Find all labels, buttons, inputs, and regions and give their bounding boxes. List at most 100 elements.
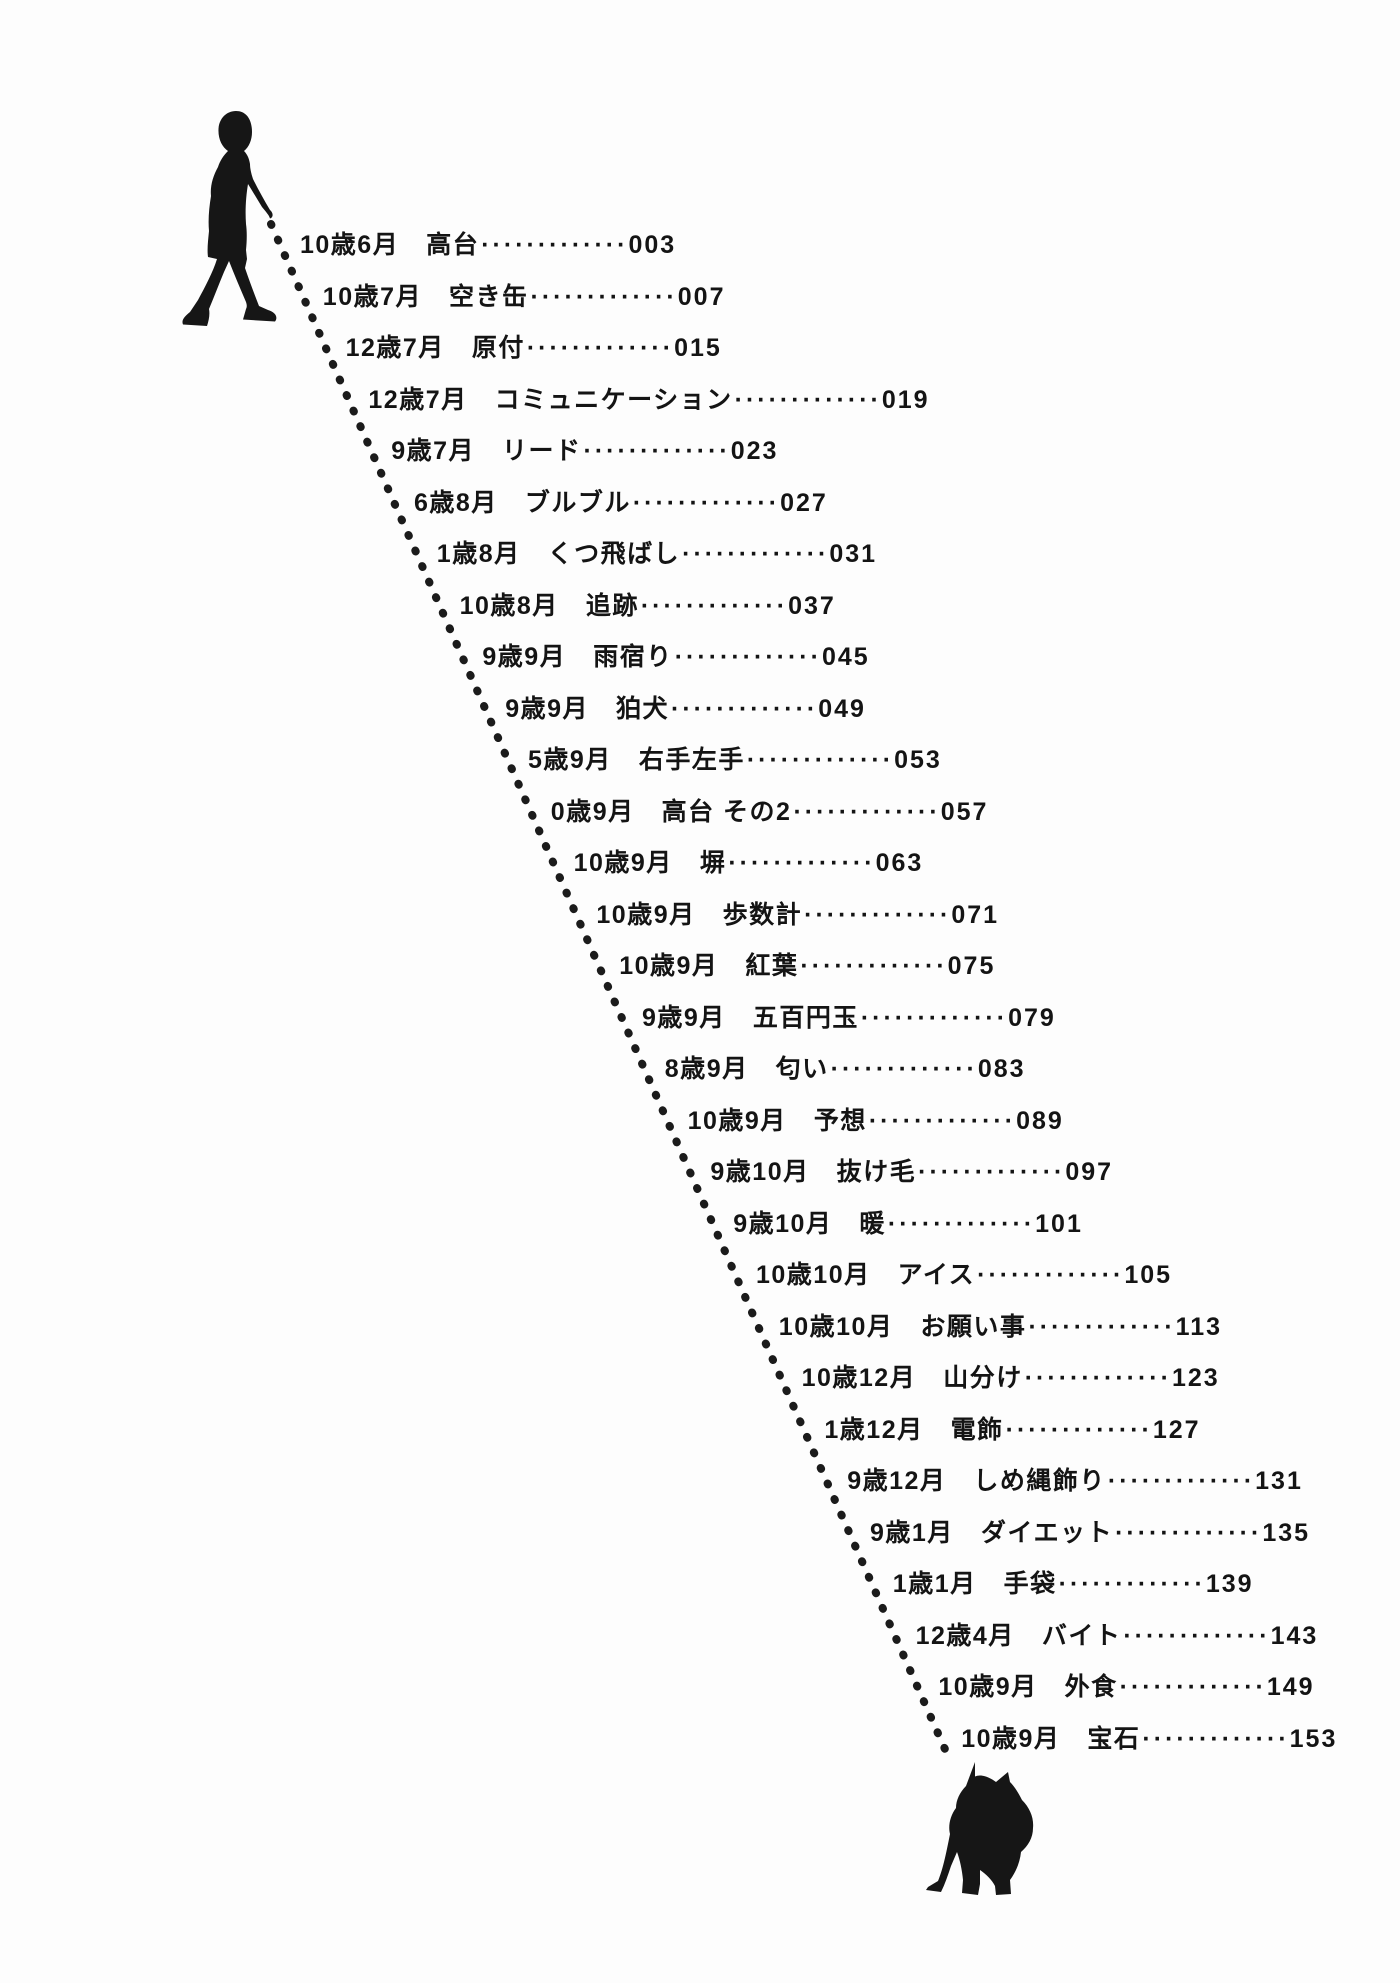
toc-entry-page-number: 015	[674, 334, 722, 362]
toc-entry: 0歳9月 高台 その2·············057	[551, 798, 989, 826]
toc-entry-dot-leader: ·············	[1058, 1570, 1206, 1598]
toc-entry-page-number: 131	[1255, 1467, 1303, 1495]
toc-entry-age: 10歳8月	[459, 591, 559, 620]
toc-entry: 9歳10月 暖·············101	[733, 1210, 1083, 1238]
toc-entry-title: 予想	[813, 1106, 867, 1135]
toc-entry-page-number: 153	[1289, 1724, 1338, 1753]
toc-entry-dot-leader: ·············	[1119, 1673, 1267, 1701]
toc-entry-page-number: 045	[821, 643, 870, 671]
toc-entry-page-number: 079	[1008, 1003, 1056, 1032]
toc-entry: 9歳1月 ダイエット·············135	[870, 1519, 1310, 1547]
toc-entry: 9歳7月 リード·············023	[391, 437, 778, 465]
toc-entry-age: 12歳7月	[368, 385, 468, 414]
toc-entry-page-number: 057	[940, 797, 989, 826]
toc-entry: 10歳10月 アイス·············105	[756, 1261, 1172, 1289]
toc-entry-dot-leader: ·············	[1123, 1621, 1271, 1650]
toc-entry-title: 電飾	[950, 1415, 1004, 1444]
toc-entry-title: ダイエット	[980, 1518, 1114, 1547]
toc-entry-age: 10歳9月	[596, 900, 696, 929]
toc-entry-dot-leader: ·············	[977, 1261, 1125, 1289]
toc-entry-page-number: 007	[677, 282, 726, 311]
toc-entry: 1歳8月 くつ飛ばし·············031	[437, 540, 877, 568]
toc-entry-dot-leader: ·············	[632, 488, 781, 517]
toc-entry-age: 10歳9月	[573, 849, 673, 877]
toc-entry-page-number: 097	[1065, 1158, 1114, 1186]
toc-entry-title: くつ飛ばし	[547, 540, 681, 568]
toc-entry-dot-leader: ·············	[728, 849, 876, 877]
toc-entry: 10歳6月 高台·············003	[300, 231, 676, 259]
toc-entry-age: 9歳12月	[847, 1467, 947, 1495]
toc-entry-title: 抜け毛	[836, 1158, 917, 1186]
toc-entry-age: 9歳10月	[710, 1158, 810, 1186]
toc-entry-dot-leader: ·············	[1024, 1364, 1172, 1392]
toc-entry-title: 右手左手	[638, 746, 745, 774]
toc-entry-title: お願い事	[920, 1312, 1027, 1341]
toc-entry-page-number: 003	[628, 231, 677, 259]
toc-entry-page-number: 075	[947, 952, 996, 980]
toc-entry-title: 雨宿り	[593, 643, 673, 671]
toc-entry-page-number: 063	[875, 849, 924, 877]
toc-entry-title: ブルブル	[524, 488, 631, 517]
toc-entry-page-number: 027	[780, 488, 828, 517]
toc-entry-title: リード	[502, 437, 582, 465]
toc-entry-dot-leader: ·············	[746, 746, 895, 774]
toc-entry-dot-leader: ·············	[800, 952, 948, 980]
toc-entry-title: 狛犬	[616, 694, 670, 723]
toc-entry-page-number: 031	[829, 540, 878, 568]
toc-entry-dot-leader: ·············	[804, 900, 952, 929]
toc-entry-page-number: 101	[1035, 1209, 1083, 1238]
toc-entry-age: 9歳1月	[870, 1518, 954, 1547]
toc-entry: 9歳12月 しめ縄飾り·············131	[847, 1467, 1303, 1495]
toc-entry-age: 0歳9月	[550, 797, 635, 826]
toc-entry-title: 手袋	[1003, 1570, 1057, 1598]
toc-entry-title: コミュニケーション	[494, 385, 733, 414]
toc-entry-age: 9歳9月	[505, 694, 589, 723]
toc-entry-title: 五百円玉	[752, 1003, 859, 1032]
toc-entry-dot-leader: ·············	[583, 437, 731, 465]
toc-entry-dot-leader: ·············	[671, 694, 819, 723]
toc-entry-page-number: 023	[730, 437, 779, 465]
toc-entry-title: 塀	[699, 849, 727, 877]
toc-entry-age: 8歳9月	[664, 1055, 749, 1083]
toc-entry-age: 10歳7月	[322, 282, 423, 311]
toc-entry-page-number: 113	[1175, 1312, 1223, 1341]
toc-entry: 10歳9月 宝石·············153	[961, 1725, 1337, 1753]
toc-entry-age: 10歳9月	[961, 1724, 1061, 1753]
toc-entry-page-number: 135	[1262, 1518, 1311, 1547]
toc-entry: 9歳9月 五百円玉·············079	[642, 1004, 1056, 1032]
toc-entry-page-number: 019	[881, 385, 930, 414]
toc-entry-page-number: 083	[977, 1055, 1026, 1083]
toc-entry-page-number: 049	[818, 694, 866, 723]
toc-entry-dot-leader: ·············	[1142, 1724, 1290, 1753]
toc-entry-age: 10歳9月	[619, 952, 719, 980]
toc-entry: 10歳9月 歩数計·············071	[596, 901, 999, 929]
toc-entry-dot-leader: ·············	[860, 1003, 1009, 1032]
toc-entry-age: 10歳9月	[938, 1673, 1038, 1701]
toc-entry: 1歳12月 電飾·············127	[824, 1416, 1200, 1444]
toc-entry-age: 10歳12月	[801, 1364, 917, 1392]
toc-entry: 9歳10月 抜け毛·············097	[710, 1158, 1113, 1186]
toc-entry-dot-leader: ·············	[1005, 1415, 1153, 1444]
toc-entry-age: 5歳9月	[528, 746, 612, 774]
toc-entry-page-number: 127	[1152, 1415, 1201, 1444]
toc-entry-dot-leader: ·············	[868, 1106, 1017, 1135]
toc-entry-page-number: 037	[788, 591, 836, 620]
toc-entry-title: 宝石	[1087, 1724, 1141, 1753]
toc-entry-page-number: 139	[1205, 1570, 1254, 1598]
toc-entry: 9歳9月 雨宿り·············045	[482, 643, 869, 671]
toc-entry: 12歳4月 バイト·············143	[916, 1622, 1319, 1650]
toc-entry: 12歳7月 コミュニケーション·············019	[368, 386, 929, 414]
toc-entry-page-number: 105	[1124, 1261, 1173, 1289]
toc-entry-title: 歩数計	[722, 900, 803, 929]
toc-entry-dot-leader: ·············	[530, 282, 678, 311]
toc-entry-dot-leader: ·············	[887, 1209, 1036, 1238]
toc-entry-dot-leader: ·············	[1107, 1467, 1256, 1495]
toc-entry-title: 暖	[859, 1209, 886, 1238]
toc-entry-title: 原付	[471, 334, 525, 362]
toc-entry-age: 9歳9月	[642, 1003, 726, 1032]
toc-entry-dot-leader: ·············	[682, 540, 830, 568]
toc-entry-age: 12歳7月	[345, 334, 445, 362]
toc-entry-dot-leader: ·············	[793, 797, 941, 826]
